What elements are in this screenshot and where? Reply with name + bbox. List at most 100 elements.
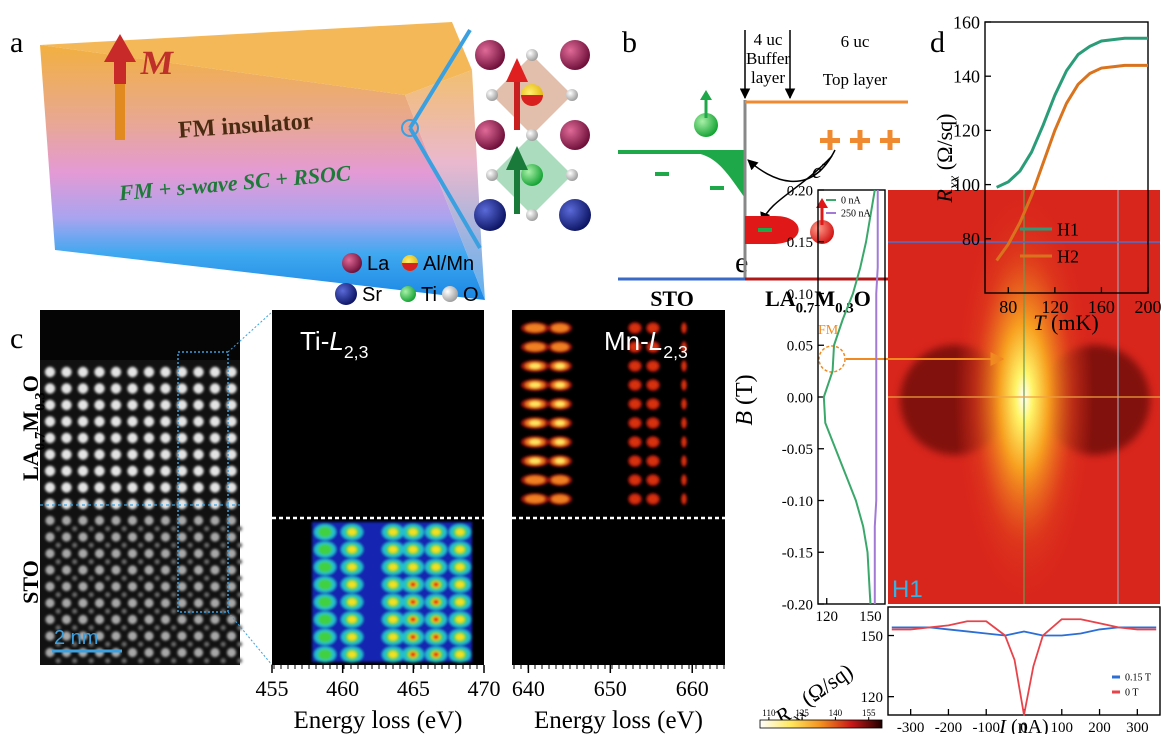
stem-atom: [72, 526, 77, 531]
x-tick-label: -200: [935, 720, 963, 734]
legend-swatch: [335, 283, 357, 305]
stem-atom: [111, 449, 121, 459]
stem-atom: [111, 400, 121, 410]
x-tick-label: -300: [897, 720, 925, 734]
stem-atom: [111, 565, 120, 574]
stem-atom: [171, 576, 176, 581]
stem-atom: [188, 642, 193, 647]
mn-blob: [555, 421, 565, 426]
x-tick-label: 300: [1126, 720, 1149, 734]
mn-blob: [630, 381, 640, 389]
material-label-part: O: [854, 286, 871, 311]
legend-swatch: [400, 286, 416, 302]
stem-atom: [194, 582, 203, 591]
mn-blob: [552, 343, 569, 351]
map-label: H1: [892, 576, 923, 603]
ti-blob: [433, 600, 439, 605]
legend-label: Sr: [362, 284, 382, 306]
stem-atom: [89, 526, 94, 531]
stem-atom: [177, 631, 186, 640]
stem-atom: [78, 449, 88, 459]
stem-atom: [221, 592, 226, 597]
stem-atom: [45, 383, 55, 393]
mn-blob: [648, 438, 658, 446]
stem-atom: [144, 449, 154, 459]
panel-label: d: [930, 26, 945, 59]
stem-atom: [122, 559, 127, 564]
stem-atom: [78, 367, 88, 377]
stem-atom: [193, 400, 203, 410]
stem-atom: [61, 499, 71, 509]
stem-atom: [78, 433, 88, 443]
stem-atom: [204, 642, 209, 647]
ti-blob: [389, 581, 398, 588]
stem-atom: [105, 592, 110, 597]
legend-label: La: [367, 253, 390, 275]
stem-atom: [95, 516, 104, 525]
stem-atom: [161, 615, 170, 624]
ti-blob: [456, 599, 465, 606]
y-axis-label-part: (Ω/sq): [792, 658, 857, 714]
stem-atom: [221, 526, 226, 531]
stem-atom: [127, 400, 137, 410]
stem-atom: [94, 433, 104, 443]
stem-atom: [160, 482, 170, 492]
mn-blob: [682, 381, 686, 389]
ti-blob: [410, 652, 416, 657]
stem-atom: [62, 565, 71, 574]
stem-atom: [177, 416, 187, 426]
stem-atom: [144, 433, 154, 443]
stem-atom: [193, 433, 203, 443]
x-axis-label: T (mK): [1033, 310, 1098, 335]
stem-atom: [78, 416, 88, 426]
mn-blob: [630, 476, 640, 484]
y-tick-label: -0.20: [782, 597, 813, 613]
stem-atom: [194, 549, 203, 558]
ti-blob: [348, 634, 357, 641]
stem-atom: [61, 449, 71, 459]
stem-atom: [105, 609, 110, 614]
stem-atom: [94, 449, 104, 459]
la-atom: [475, 120, 505, 150]
ti-blob: [409, 564, 418, 571]
stem-atom: [56, 576, 61, 581]
stem-atom: [188, 576, 193, 581]
map-title-part: L: [329, 326, 343, 356]
mn-blob: [555, 440, 565, 445]
y-axis-label-part: B: [732, 411, 758, 426]
stem-atom: [161, 516, 170, 525]
colorbar: [760, 720, 882, 728]
stem-atom: [61, 367, 71, 377]
electron-label: e-: [812, 156, 827, 183]
x-tick-label: 120: [815, 609, 838, 625]
sto-band: [618, 152, 745, 198]
stem-atom: [210, 499, 220, 509]
stem-atom: [237, 526, 242, 531]
y-tick-label: 0.15: [787, 235, 813, 251]
region-label-part: 0.7: [33, 431, 49, 450]
la-atom: [560, 40, 590, 70]
stem-atom: [94, 367, 104, 377]
stem-atom: [226, 400, 236, 410]
stem-atom: [210, 433, 220, 443]
stem-atom: [62, 549, 71, 558]
stem-atom: [72, 576, 77, 581]
stem-atom: [177, 565, 186, 574]
stem-atom: [227, 631, 236, 640]
stem-atom: [237, 543, 242, 548]
stem-atom: [78, 383, 88, 393]
stem-atom: [160, 367, 170, 377]
y-axis-label: B (T): [732, 374, 758, 425]
stem-atom: [237, 642, 242, 647]
mn-blob: [682, 457, 686, 465]
stem-atom: [210, 648, 219, 657]
plot-frame: [888, 607, 1160, 715]
stem-atom: [188, 526, 193, 531]
stem-atom: [56, 658, 61, 663]
stem-atom: [155, 592, 160, 597]
stem-atom: [194, 615, 203, 624]
mn-blob: [630, 438, 640, 446]
stem-atom: [61, 383, 71, 393]
x-axis-label-part: (nA): [1006, 716, 1049, 734]
stem-atom: [122, 658, 127, 663]
